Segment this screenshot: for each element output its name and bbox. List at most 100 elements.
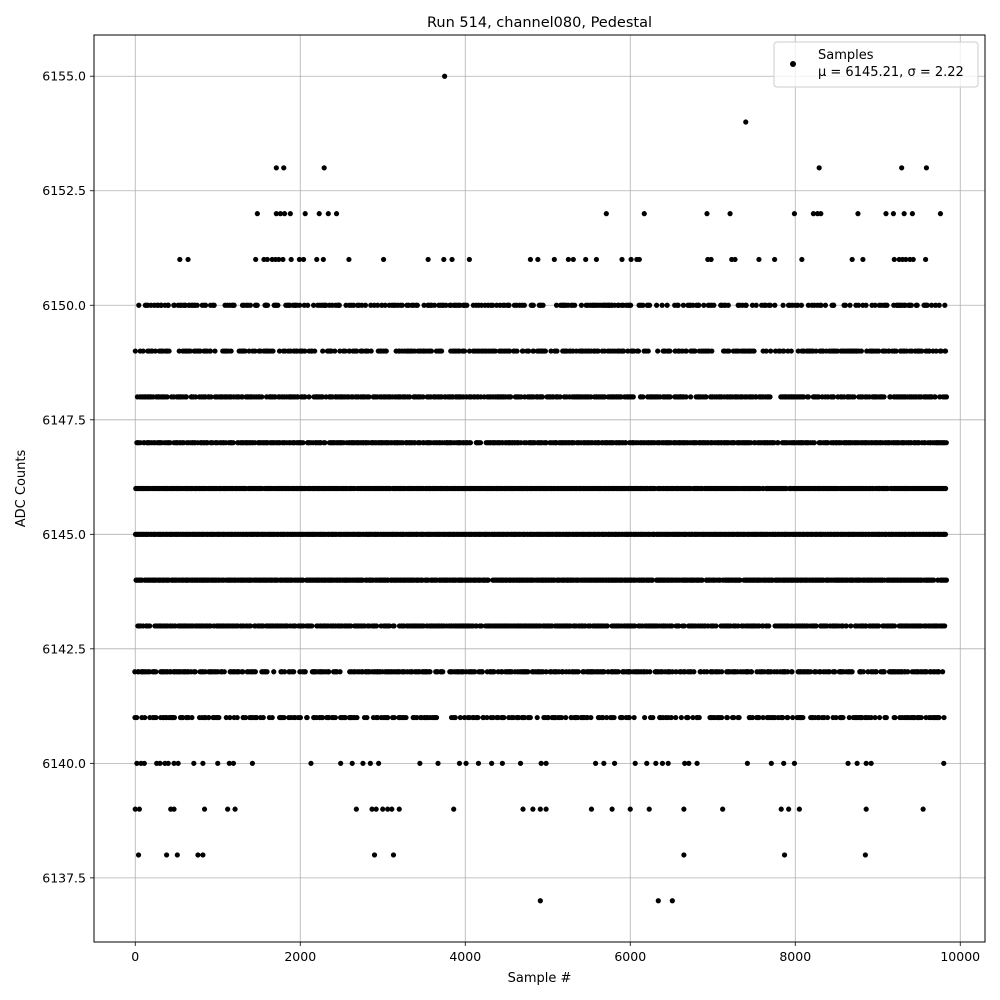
data-point: [780, 302, 786, 308]
data-point: [271, 669, 277, 675]
data-point: [805, 394, 812, 400]
data-point: [727, 211, 733, 217]
data-point: [855, 211, 861, 217]
data-point: [281, 714, 287, 721]
data-point: [336, 302, 342, 308]
data-point: [840, 714, 846, 721]
data-point: [185, 256, 191, 263]
data-point: [767, 302, 773, 308]
data-point: [142, 714, 148, 721]
data-point: [943, 394, 950, 400]
data-point: [572, 302, 578, 308]
data-point: [166, 348, 172, 354]
data-point: [368, 348, 374, 354]
data-point: [822, 302, 829, 308]
data-point: [691, 669, 697, 675]
data-point: [619, 714, 626, 721]
data-point: [696, 714, 702, 721]
data-point: [768, 348, 774, 354]
data-point: [264, 302, 271, 308]
data-point: [234, 714, 240, 721]
data-point: [743, 119, 749, 125]
data-point: [364, 714, 370, 721]
data-point: [484, 714, 490, 721]
data-point: [240, 669, 246, 675]
data-point: [354, 714, 360, 721]
data-point: [207, 348, 214, 354]
data-point: [545, 714, 551, 721]
data-point: [306, 394, 312, 400]
data-point: [937, 211, 944, 217]
data-point: [326, 669, 332, 675]
data-point: [216, 714, 222, 721]
data-point: [681, 623, 687, 629]
data-point: [414, 714, 420, 721]
data-point: [630, 394, 636, 400]
data-point: [153, 714, 159, 721]
data-point: [386, 623, 393, 629]
data-point: [860, 669, 867, 675]
data-point: [807, 669, 814, 675]
data-point: [635, 348, 642, 354]
data-point: [332, 714, 338, 721]
data-point: [601, 669, 607, 675]
data-point: [588, 714, 594, 721]
data-point: [655, 348, 661, 354]
data-point: [881, 394, 887, 400]
data-point: [254, 211, 260, 217]
data-point: [724, 714, 731, 721]
data-point: [909, 211, 916, 217]
data-point: [478, 623, 485, 629]
data-point: [212, 348, 218, 354]
data-point: [785, 714, 791, 721]
data-point: [192, 669, 198, 675]
data-point: [563, 714, 569, 721]
data-point: [899, 165, 905, 171]
data-point: [177, 256, 183, 263]
data-point: [604, 714, 610, 721]
data-point: [719, 714, 725, 721]
data-point: [521, 302, 527, 308]
data-point: [615, 669, 621, 675]
data-point: [892, 623, 898, 629]
data-point: [604, 623, 610, 629]
data-point: [842, 302, 849, 308]
data-point: [316, 211, 322, 217]
data-point: [641, 714, 648, 721]
data-point: [654, 302, 660, 308]
data-point: [312, 348, 318, 354]
data-point: [943, 485, 949, 492]
data-point: [332, 348, 338, 354]
data-point: [701, 302, 707, 308]
data-point: [475, 714, 481, 721]
data-point: [391, 623, 397, 629]
data-point: [302, 669, 308, 675]
data-point: [936, 302, 942, 308]
data-point: [704, 211, 710, 217]
data-point: [940, 669, 946, 675]
data-point: [800, 714, 806, 721]
data-point: [403, 714, 409, 721]
data-points: [132, 73, 950, 904]
data-point: [688, 394, 694, 400]
data-point: [253, 256, 259, 263]
data-point: [501, 714, 507, 721]
data-point: [578, 302, 585, 308]
data-point: [756, 714, 762, 721]
data-point: [514, 348, 520, 354]
data-point: [611, 714, 617, 721]
data-point: [664, 302, 670, 308]
data-point: [264, 256, 270, 263]
data-point: [668, 714, 674, 721]
data-point: [749, 714, 756, 721]
data-point: [440, 669, 446, 675]
data-point: [873, 669, 879, 675]
data-point: [254, 302, 260, 308]
data-point: [147, 623, 153, 629]
data-point: [735, 623, 741, 629]
data-point: [626, 714, 632, 721]
data-point: [320, 348, 326, 354]
data-point: [305, 302, 311, 308]
data-point: [304, 714, 310, 721]
